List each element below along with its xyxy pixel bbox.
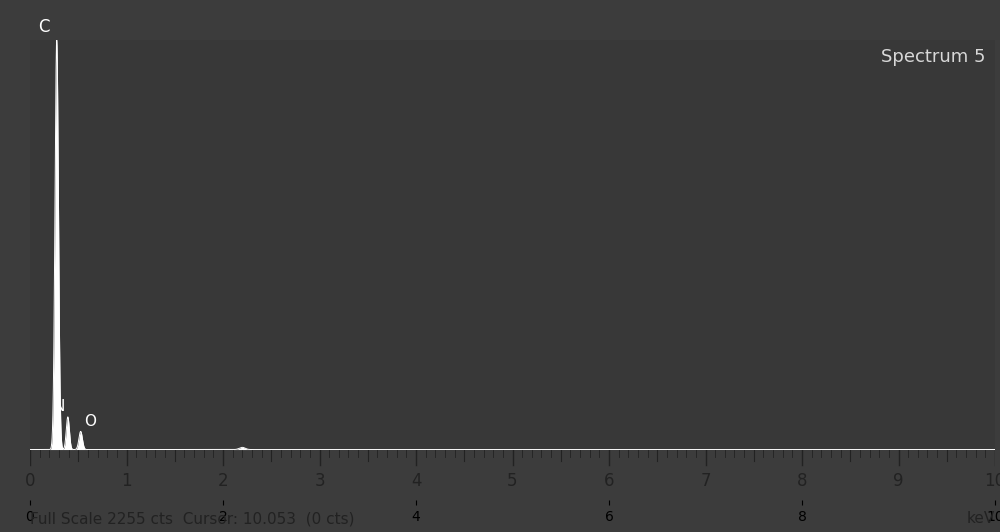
Text: O: O: [85, 414, 97, 429]
Text: 6: 6: [604, 472, 614, 491]
Text: Spectrum 5: Spectrum 5: [881, 48, 985, 66]
Text: 4: 4: [411, 472, 421, 491]
Text: keV: keV: [967, 511, 995, 526]
Text: Full Scale 2255 cts  Cursor: 10.053  (0 cts): Full Scale 2255 cts Cursor: 10.053 (0 ct…: [30, 511, 354, 526]
Text: 10: 10: [984, 472, 1000, 491]
Text: 7: 7: [700, 472, 711, 491]
Text: 2: 2: [218, 472, 228, 491]
Text: C: C: [38, 18, 50, 36]
Text: 8: 8: [797, 472, 807, 491]
Text: 3: 3: [314, 472, 325, 491]
Text: 9: 9: [893, 472, 904, 491]
Text: 0: 0: [25, 472, 35, 491]
Text: 5: 5: [507, 472, 518, 491]
Text: N: N: [54, 399, 65, 414]
Text: 1: 1: [121, 472, 132, 491]
